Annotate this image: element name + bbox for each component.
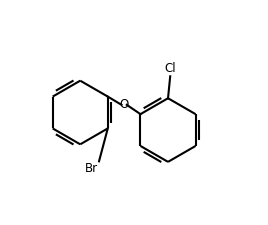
- Text: Br: Br: [85, 162, 98, 176]
- Text: Cl: Cl: [164, 62, 176, 75]
- Text: O: O: [120, 98, 129, 111]
